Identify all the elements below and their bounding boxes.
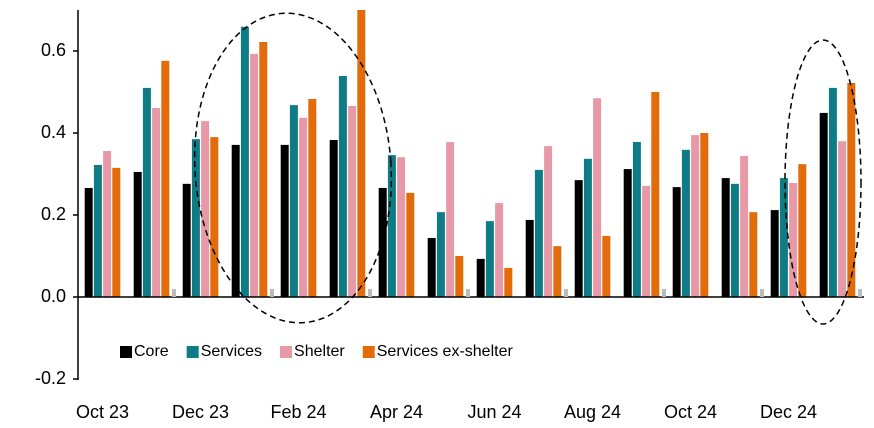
bar [602, 235, 611, 297]
legend-label: Core [134, 343, 169, 360]
x-tick [270, 289, 274, 297]
x-tick-label: Dec 23 [172, 402, 229, 422]
bar [798, 164, 807, 297]
x-tick [760, 289, 764, 297]
bar [308, 98, 317, 297]
bar [348, 105, 357, 297]
bar [299, 117, 308, 297]
bar [623, 169, 632, 297]
bar [329, 139, 338, 297]
bar [838, 141, 847, 297]
bar [406, 192, 415, 297]
bar [485, 221, 494, 297]
bar [828, 87, 837, 298]
bar [427, 237, 436, 297]
bar [770, 210, 779, 297]
bar [201, 121, 210, 297]
bar [142, 87, 151, 298]
bar [819, 112, 828, 297]
legend-swatch [280, 346, 293, 358]
x-tick [858, 289, 862, 297]
bar [191, 139, 200, 297]
x-tick [564, 289, 568, 297]
bar [280, 144, 289, 297]
bar [681, 149, 690, 297]
bar [749, 212, 758, 297]
annotation-ellipse [784, 39, 862, 325]
bar [642, 185, 651, 297]
bar [672, 187, 681, 297]
bar [338, 76, 347, 297]
bar [112, 167, 121, 297]
bar [632, 142, 641, 297]
bar [583, 158, 592, 297]
y-tick-label: 0.2 [41, 204, 66, 224]
y-tick-label: 0.0 [41, 286, 66, 306]
bar [455, 256, 464, 297]
x-tick-label: Aug 24 [564, 402, 621, 422]
bar [357, 10, 366, 297]
bar [789, 183, 798, 297]
bar [103, 151, 112, 297]
legend-swatch [362, 346, 375, 358]
bar [574, 180, 583, 297]
bar [504, 267, 513, 297]
bar [691, 135, 700, 297]
bar [133, 171, 142, 297]
legend-label: Services ex-shelter [377, 343, 514, 360]
bar [593, 98, 602, 298]
x-tick-label: Dec 24 [760, 402, 817, 422]
legend-label: Services [201, 343, 262, 360]
bar [544, 146, 553, 297]
bar [387, 155, 396, 297]
bar [436, 212, 445, 297]
bar [161, 60, 170, 298]
x-tick [662, 289, 666, 297]
bar [446, 142, 455, 297]
x-tick-label: Oct 23 [76, 402, 129, 422]
bar [84, 187, 93, 297]
legend-label: Shelter [294, 343, 345, 360]
bar [779, 178, 788, 297]
x-tick [172, 289, 176, 297]
bars [84, 10, 856, 298]
bar [240, 26, 249, 298]
bar [259, 41, 268, 298]
bar [397, 157, 406, 297]
bar [182, 183, 191, 297]
bar [495, 203, 504, 297]
annotation-ellipse [193, 12, 393, 324]
bar [476, 258, 485, 297]
x-tick-label: Feb 24 [270, 402, 326, 422]
x-tick-label: Apr 24 [370, 402, 423, 422]
bar [210, 137, 219, 297]
bar [93, 164, 102, 297]
bar [289, 105, 298, 298]
legend-swatch [186, 346, 199, 358]
bar [525, 219, 534, 297]
bar [700, 133, 709, 297]
x-tick [368, 289, 372, 297]
bar [721, 178, 730, 297]
bar [651, 92, 660, 297]
bar [534, 169, 543, 297]
y-tick-label: -0.2 [35, 368, 66, 388]
legend-swatch [120, 346, 132, 358]
bar [730, 183, 739, 297]
y-tick-label: 0.4 [41, 122, 66, 142]
y-tick-label: 0.6 [41, 40, 66, 60]
bar [152, 107, 161, 298]
x-tick [466, 289, 470, 297]
bar [847, 82, 856, 297]
bar [250, 53, 259, 298]
bar [553, 246, 562, 297]
bar [740, 155, 749, 297]
bar [231, 144, 240, 297]
x-tick-label: Jun 24 [467, 402, 521, 422]
x-tick-label: Oct 24 [664, 402, 717, 422]
